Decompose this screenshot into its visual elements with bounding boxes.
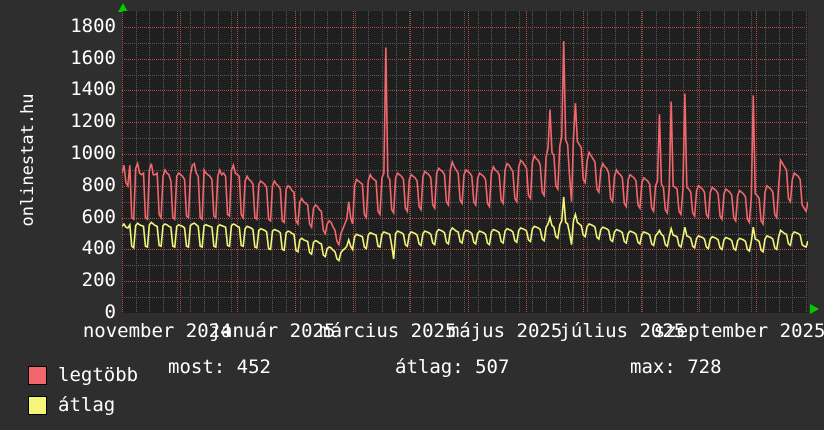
y-axis-tick-200: 200 <box>81 269 116 292</box>
x-axis-tick-labels: november 2024 január 2025 március 2025 máju… <box>0 319 824 345</box>
grid-major <box>122 11 808 313</box>
legend-item-atlag[interactable]: átlag <box>28 390 818 420</box>
y-axis-tick-1000: 1000 <box>70 142 116 165</box>
y-axis-tick-600: 600 <box>81 205 116 228</box>
stat-atlag: átlag: 507 <box>395 356 510 378</box>
x-axis-tick-2: március 2025 <box>319 320 457 342</box>
legend-item-legtobb[interactable]: legtöbb <box>28 360 818 390</box>
chart-canvas <box>122 11 808 313</box>
legend-label-atlag: átlag <box>58 393 116 416</box>
arrow-right-icon <box>810 304 819 314</box>
series-line-legtobb <box>122 41 808 247</box>
y-axis-tick-1400: 1400 <box>70 78 116 101</box>
legend-swatch-legtobb <box>28 365 47 385</box>
y-axis-tick-labels: 1800 1600 1400 1200 1000 800 600 400 200 0 <box>8 0 116 430</box>
plot-area[interactable] <box>122 11 808 313</box>
legend-label-legtobb: legtöbb <box>58 363 139 386</box>
legend-swatch-atlag <box>28 395 47 415</box>
legend: legtöbb átlag most: 452 átlag: 507 max: … <box>0 358 824 430</box>
y-axis-tick-0: 0 <box>104 301 116 323</box>
y-axis-tick-800: 800 <box>81 173 116 196</box>
y-axis-tick-1800: 1800 <box>70 14 116 37</box>
grid-minor <box>122 11 808 313</box>
x-axis-tick-1: január 2025 <box>209 320 336 342</box>
x-axis-tick-0: november 2024 <box>82 320 232 342</box>
x-axis-tick-5: szeptember 2025 <box>653 320 824 342</box>
series-layer <box>122 41 808 262</box>
x-axis-tick-4: július 2025 <box>559 320 686 342</box>
y-axis-tick-400: 400 <box>81 237 116 260</box>
arrow-up-icon <box>118 3 128 12</box>
y-axis-tick-1200: 1200 <box>70 110 116 133</box>
series-line-atlag <box>122 196 808 262</box>
x-axis-tick-3: május 2025 <box>447 320 563 342</box>
stat-max: max: 728 <box>630 356 722 378</box>
y-axis-tick-1600: 1600 <box>70 46 116 69</box>
stat-most: most: 452 <box>168 356 271 378</box>
